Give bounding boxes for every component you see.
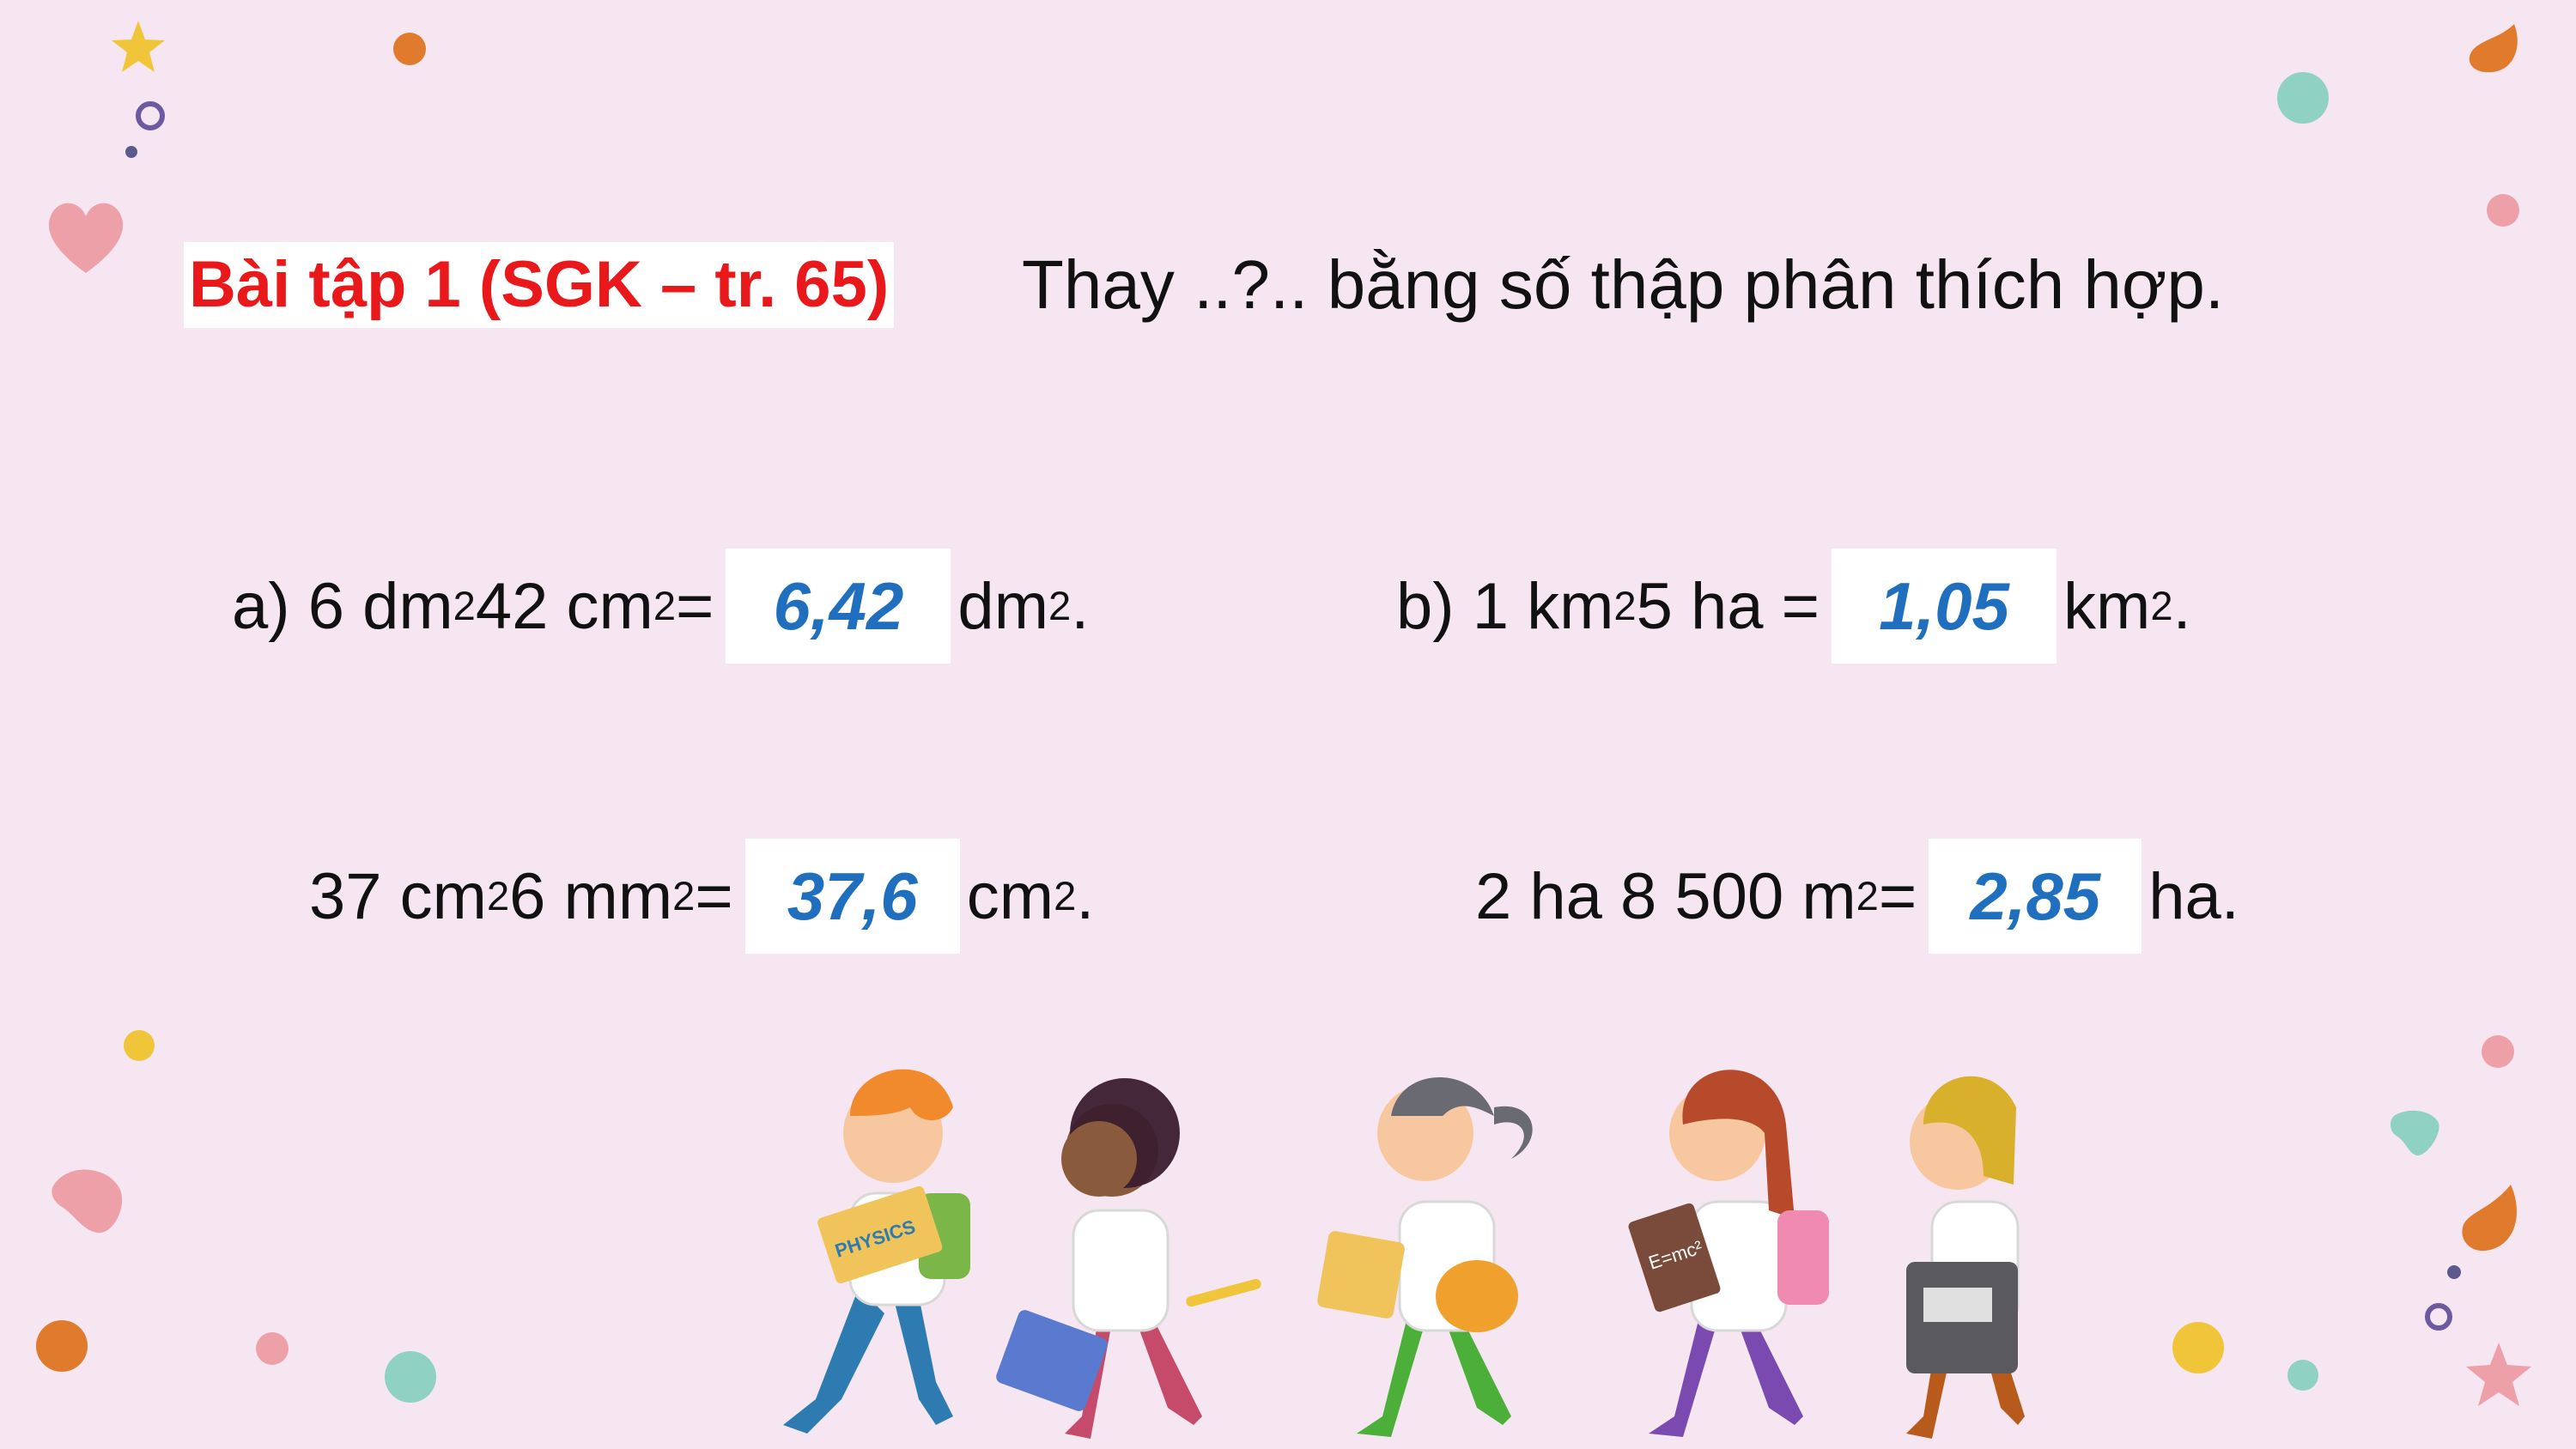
eq-mid: 42 cm: [475, 569, 653, 643]
eq-sign: =: [1878, 859, 1917, 933]
blob-orange-icon: [2462, 1185, 2517, 1252]
student-blonde-hair: [1906, 1076, 2025, 1439]
eq-unit: ha.: [2148, 859, 2239, 933]
students-illustration: PHYSICS E=mc²: [783, 1069, 2025, 1439]
eq-sign: =: [695, 859, 733, 933]
eq-end: .: [2172, 569, 2191, 643]
eq-mid: 5 ha =: [1636, 569, 1820, 643]
student-ponytail: [1317, 1077, 1533, 1437]
eq-sign: =: [676, 569, 714, 643]
decor-dot-teal-right: [2287, 1360, 2318, 1391]
exercise-a-row1: a) 6 dm 2 42 cm 2 = 6,42 dm 2.: [232, 546, 1089, 666]
eq-unit: km: [2063, 569, 2151, 643]
eq-end: .: [1076, 859, 1095, 933]
blob-pink-icon: [52, 1169, 123, 1234]
leaf-icon: [2469, 24, 2518, 73]
eq-end: .: [1071, 569, 1090, 643]
decor-dot-yellow: [124, 1030, 155, 1061]
decor-dot-small: [125, 146, 137, 158]
answer-box: 6,42: [726, 549, 951, 664]
eq-prefix: 2 ha 8 500 m: [1475, 859, 1856, 933]
decor-dot-small-right: [2447, 1265, 2461, 1279]
answer-box: 37,6: [744, 839, 960, 954]
eq-prefix: 37 cm: [309, 859, 487, 933]
decor-dot-orange: [393, 33, 426, 65]
decor-ring-purple: [136, 101, 165, 130]
eq-prefix: b) 1 km: [1396, 569, 1614, 643]
decor-dot-pink-bottom: [256, 1332, 289, 1365]
blob-teal-icon: [2390, 1110, 2439, 1155]
star-icon: [112, 21, 165, 72]
answer-box: 2,85: [1929, 839, 2142, 954]
physics-book: [817, 1185, 943, 1284]
eq-mid: 6 mm: [509, 859, 673, 933]
eq-unit: cm: [966, 859, 1054, 933]
eq-prefix: a) 6 dm: [232, 569, 453, 643]
decor-ring-right: [2425, 1303, 2452, 1331]
student-curly-hair: [996, 1078, 1261, 1439]
heart-icon: [48, 203, 124, 273]
eq-unit: dm: [957, 569, 1048, 643]
formula-board: [1628, 1203, 1721, 1313]
decor-dot-yellow-right: [2172, 1322, 2224, 1373]
decor-dot-pink: [2487, 194, 2519, 227]
exercise-a-row2: 37 cm 2 6 mm 2 = 37,6 cm 2.: [309, 836, 1094, 956]
decor-dot-orange-bottom: [36, 1320, 88, 1372]
decor-dot-teal: [2277, 72, 2329, 124]
student-orange-hair: PHYSICS: [783, 1069, 970, 1434]
instruction-text: Thay ..?.. bằng số thập phân thích hợp.: [1022, 246, 2225, 323]
star-pink-icon: [2466, 1343, 2531, 1406]
student-long-hair: E=mc²: [1628, 1070, 1829, 1437]
decor-dot-pink-right: [2482, 1035, 2514, 1068]
decor-dot-teal-bottom: [385, 1351, 436, 1403]
answer-box: 1,05: [1832, 549, 2057, 664]
exercise-b-row1: b) 1 km 2 5 ha = 1,05 km 2.: [1396, 546, 2191, 666]
exercise-label: Bài tập 1 (SGK – tr. 65): [184, 242, 895, 328]
